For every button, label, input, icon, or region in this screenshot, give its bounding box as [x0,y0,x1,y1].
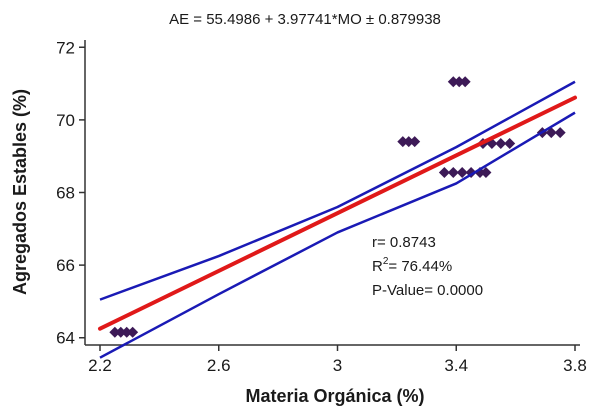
data-point [438,167,450,179]
x-axis-label: Materia Orgánica (%) [245,386,424,406]
y-axis-label: Agregados Estables (%) [10,89,30,295]
y-ticks: 64 66 68 70 72 [56,38,85,348]
x-tick-label: 3 [333,356,342,375]
x-tick-label: 3.8 [563,356,587,375]
data-point [109,326,121,338]
data-point [480,167,492,179]
y-tick-label: 72 [56,38,75,57]
lower-confidence-line [99,111,576,359]
x-tick-label: 3.4 [444,356,468,375]
series-group [98,76,577,359]
y-tick-label: 64 [56,329,75,348]
data-point [127,326,139,338]
data-point [115,326,127,338]
fitted-line [98,95,577,331]
pvalue-annotation: P-Value= 0.0000 [372,282,483,299]
r2-suffix: = 76.44% [388,258,452,275]
data-point [447,167,459,179]
chart-title: AE = 55.4986 + 3.97741*MO ± 0.879938 [169,11,441,28]
data-point [403,136,415,148]
r2-superscript: 2 [383,256,389,267]
data-point [504,137,516,149]
data-point [397,136,409,148]
x-tick-label: 2.6 [207,356,231,375]
upper-confidence-line [99,80,576,301]
data-point [554,127,566,139]
y-tick-label: 70 [56,111,75,130]
r2-annotation: R2= 76.44% [372,256,452,275]
data-point [545,127,557,139]
data-point [409,136,421,148]
data-point [459,76,471,88]
y-tick-label: 68 [56,184,75,203]
r-annotation: r= 0.8743 [372,234,436,251]
data-point [447,76,459,88]
r2-prefix: R [372,258,383,275]
data-point [121,326,133,338]
x-ticks: 2.2 2.6 3 3.4 3.8 [88,345,587,375]
x-tick-label: 2.2 [88,356,112,375]
data-point [495,137,507,149]
data-point [453,76,465,88]
stats-annotation: r= 0.8743 R2= 76.44% P-Value= 0.0000 [372,234,483,299]
data-point [456,167,468,179]
y-tick-label: 66 [56,256,75,275]
